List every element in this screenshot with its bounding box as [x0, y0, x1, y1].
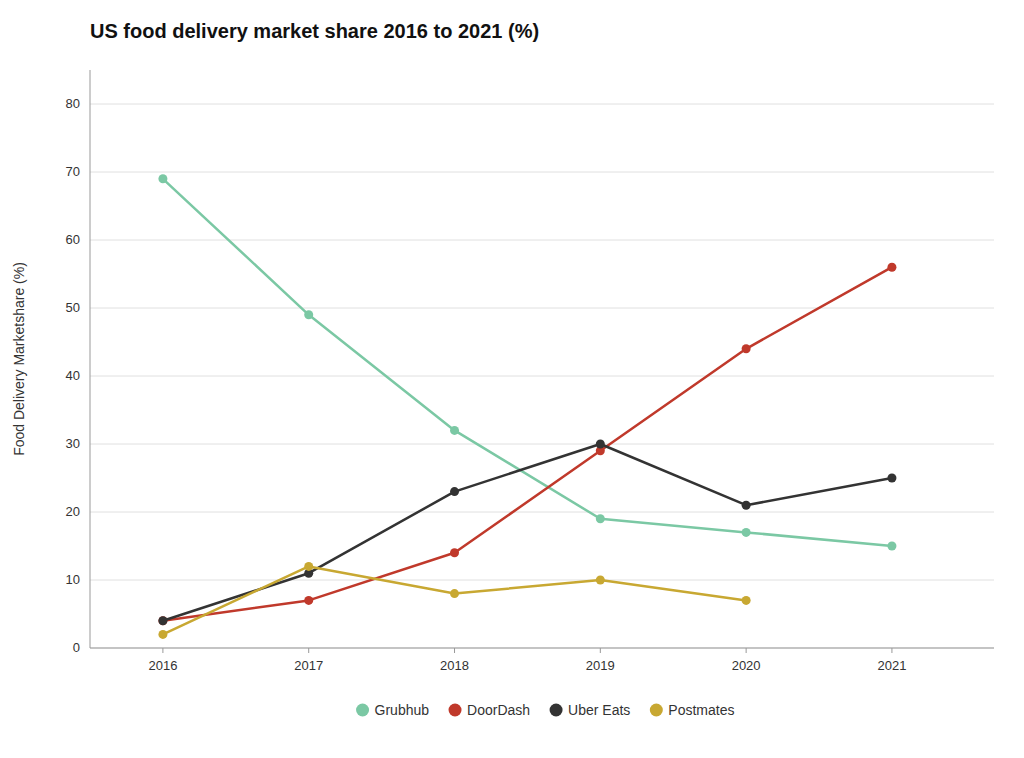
marker	[887, 542, 896, 551]
marker	[887, 474, 896, 483]
legend-item: DoorDash	[449, 702, 531, 718]
x-tick-label: 2016	[148, 658, 177, 673]
x-tick	[891, 648, 892, 653]
y-tick-label: 20	[66, 504, 80, 519]
y-tick-label: 50	[66, 300, 80, 315]
legend-item: Uber Eats	[550, 702, 631, 718]
grid-line	[90, 648, 994, 649]
y-tick-label: 10	[66, 572, 80, 587]
marker	[887, 263, 896, 272]
legend-item: Grubhub	[356, 702, 429, 718]
marker	[742, 501, 751, 510]
series	[158, 440, 896, 626]
marker	[158, 630, 167, 639]
x-tick-label: 2019	[586, 658, 615, 673]
marker	[158, 616, 167, 625]
legend-swatch	[550, 704, 563, 717]
marker	[304, 310, 313, 319]
series	[158, 174, 896, 550]
legend-label: DoorDash	[467, 702, 530, 718]
y-tick-label: 80	[66, 96, 80, 111]
x-tick	[600, 648, 601, 653]
x-tick	[162, 648, 163, 653]
y-tick-label: 0	[73, 640, 80, 655]
y-tick-label: 30	[66, 436, 80, 451]
plot-area	[158, 174, 896, 639]
x-axis-line	[90, 648, 994, 649]
grid-line	[90, 376, 994, 377]
x-tick-label: 2021	[877, 658, 906, 673]
marker	[450, 487, 459, 496]
grid-line	[90, 240, 994, 241]
marker	[596, 514, 605, 523]
x-tick	[746, 648, 747, 653]
marker	[450, 548, 459, 557]
y-tick-label: 70	[66, 164, 80, 179]
legend-swatch	[650, 704, 663, 717]
marker	[158, 616, 167, 625]
y-axis-line	[90, 70, 91, 648]
marker	[304, 562, 313, 571]
marker	[596, 576, 605, 585]
y-tick-label: 40	[66, 368, 80, 383]
marker	[450, 426, 459, 435]
grid-line	[90, 308, 994, 309]
legend-label: Uber Eats	[568, 702, 630, 718]
line	[163, 179, 892, 546]
y-axis-label: Food Delivery Marketshare (%)	[11, 262, 27, 456]
legend-swatch	[356, 704, 369, 717]
title: US food delivery market share 2016 to 20…	[90, 20, 539, 42]
legend-label: Postmates	[668, 702, 734, 718]
chart: US food delivery market share 2016 to 20…	[0, 0, 1024, 758]
marker	[742, 596, 751, 605]
background	[0, 0, 1024, 758]
legend-swatch	[449, 704, 462, 717]
legend: Grubhub DoorDash Uber Eats Postmates	[356, 702, 734, 718]
marker	[742, 344, 751, 353]
x-tick	[454, 648, 455, 653]
grid	[90, 104, 994, 648]
grid-line	[90, 172, 994, 173]
grid-line	[90, 512, 994, 513]
x-tick-label: 2017	[294, 658, 323, 673]
legend-item: Postmates	[650, 702, 735, 718]
marker	[304, 596, 313, 605]
marker	[596, 440, 605, 449]
series	[158, 562, 750, 639]
marker	[450, 589, 459, 598]
legend-label: Grubhub	[375, 702, 430, 718]
x-tick-label: 2018	[440, 658, 469, 673]
grid-line	[90, 104, 994, 105]
y-tick-label: 60	[66, 232, 80, 247]
line	[163, 444, 892, 621]
x-tick	[308, 648, 309, 653]
x-tick-label: 2020	[732, 658, 761, 673]
marker	[742, 528, 751, 537]
grid-line	[90, 580, 994, 581]
series	[158, 263, 896, 626]
grid-line	[90, 444, 994, 445]
line	[163, 267, 892, 621]
axes: 0 10 20 30 40 50 60 70 80 2016 2017 2018 2019 2020 202…	[66, 70, 994, 673]
line	[163, 566, 746, 634]
marker	[158, 174, 167, 183]
